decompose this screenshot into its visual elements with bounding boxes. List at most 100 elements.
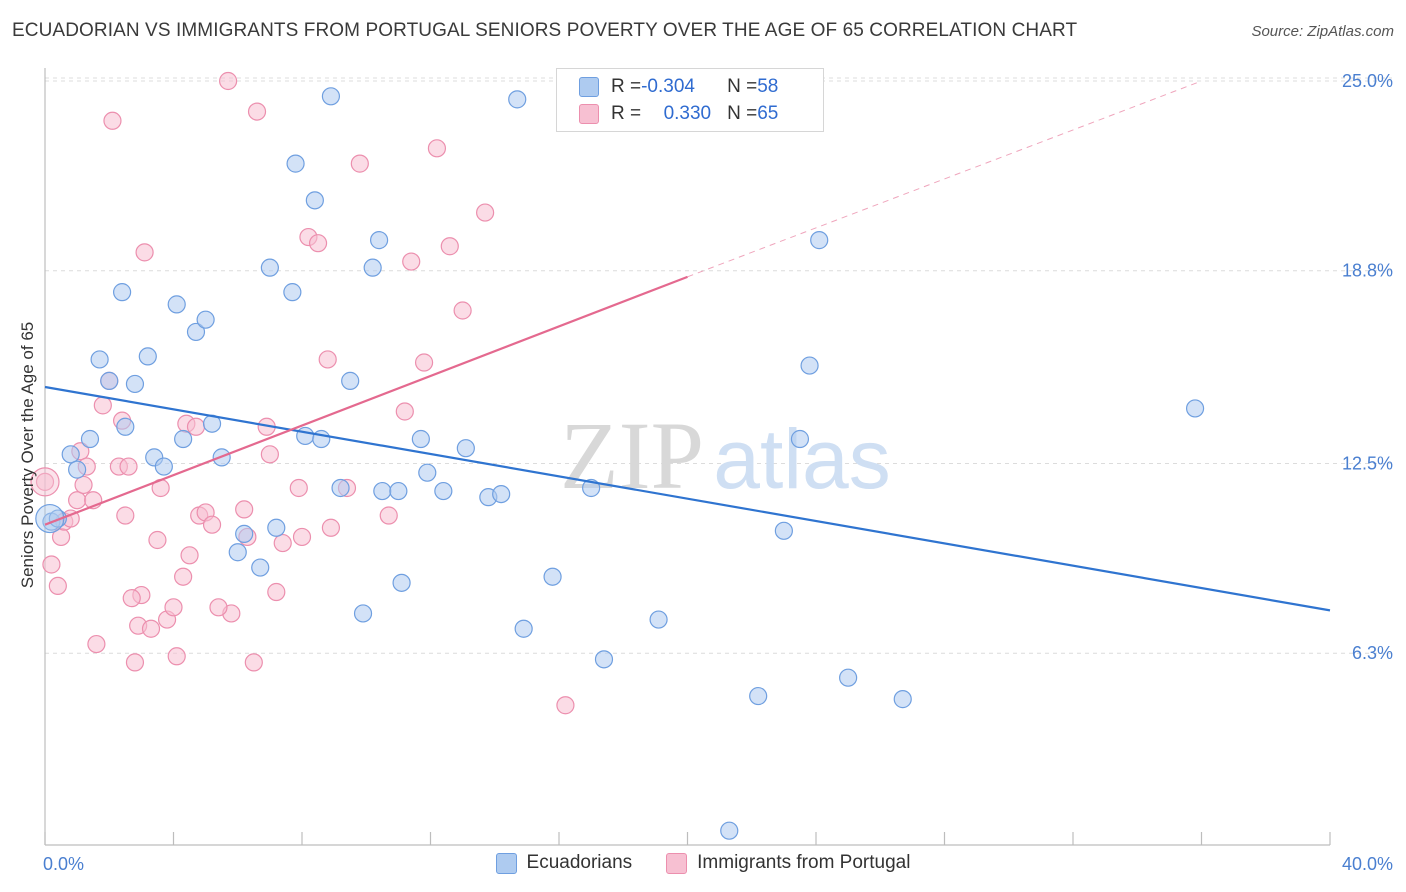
- data-point-portugal: [125, 653, 145, 672]
- data-point-portugal: [174, 567, 193, 586]
- data-point-portugal: [402, 252, 421, 271]
- tick-labels: 6.3% 12.5% 18.8% 25.0% 0.0% 40.0%: [43, 71, 1393, 874]
- legend-swatch-blue: [579, 77, 599, 97]
- data-point-portugal: [247, 102, 267, 121]
- data-point-ecuadorian: [363, 258, 382, 277]
- data-point-portugal: [135, 243, 154, 262]
- data-point-ecuadorian: [267, 518, 286, 537]
- data-point-portugal: [42, 555, 61, 574]
- data-point-ecuadorian: [800, 356, 819, 375]
- data-point-ecuadorian: [389, 481, 408, 501]
- data-point-ecuadorian: [167, 295, 186, 314]
- legend-r-value: 0.330: [663, 103, 712, 124]
- legend-swatch-pink: [579, 104, 599, 124]
- data-point-ecuadorian: [80, 429, 100, 449]
- data-point-cluster: [30, 467, 60, 497]
- data-point-ecuadorian: [434, 481, 453, 501]
- x-tick-label: 40.0%: [1342, 854, 1393, 874]
- data-point-portugal: [164, 598, 183, 617]
- legend-r-label: R =: [611, 76, 642, 97]
- data-point-ecuadorian: [810, 231, 829, 250]
- data-point-ecuadorian: [154, 457, 173, 476]
- x-tick-label: 0.0%: [43, 854, 84, 874]
- data-point-portugal: [556, 696, 575, 715]
- data-point-ecuadorian: [392, 573, 411, 592]
- trendline-portugal-extension: [687, 80, 1202, 278]
- legend-item-portugal[interactable]: Immigrants from Portugal: [666, 852, 910, 874]
- data-point-ecuadorian: [61, 445, 80, 464]
- data-point-ecuadorian: [508, 90, 527, 109]
- legend-row-portugal: R = 0.330 N = 65: [579, 102, 778, 126]
- data-point-ecuadorian: [331, 478, 350, 498]
- correlation-legend: R = -0.304 N = 58 R = 0.330 N = 65: [556, 68, 824, 132]
- data-point-ecuadorian: [321, 87, 341, 106]
- axes: [44, 68, 1331, 846]
- data-point-ecuadorian: [125, 374, 145, 394]
- data-point-ecuadorian: [456, 439, 475, 458]
- data-point-ecuadorian: [305, 191, 324, 210]
- data-point-portugal: [180, 546, 199, 565]
- data-point-ecuadorian: [543, 567, 562, 586]
- data-point-portugal: [318, 350, 337, 369]
- data-point-portugal: [292, 527, 312, 547]
- data-point-ecuadorian: [893, 690, 912, 709]
- data-point-portugal: [116, 506, 135, 525]
- legend-r-value: -0.304: [641, 76, 695, 97]
- data-point-ecuadorian: [116, 417, 135, 436]
- data-point-ecuadorian: [186, 322, 206, 342]
- data-point-ecuadorian: [228, 543, 247, 562]
- data-point-portugal: [379, 506, 398, 525]
- data-point-ecuadorian: [260, 258, 279, 277]
- data-point-portugal: [289, 478, 308, 498]
- data-point-portugal: [219, 71, 238, 91]
- data-point-portugal: [267, 582, 286, 602]
- data-point-ecuadorian: [514, 619, 533, 638]
- data-point-ecuadorian: [594, 650, 614, 669]
- data-point-ecuadorian: [235, 524, 254, 543]
- data-point-portugal: [440, 237, 459, 256]
- data-point-portugal: [68, 491, 87, 510]
- y-tick-label: 6.3%: [1352, 643, 1393, 663]
- trendlines: [44, 80, 1331, 612]
- chart-title: ECUADORIAN VS IMMIGRANTS FROM PORTUGAL S…: [12, 20, 1078, 41]
- data-point-portugal: [476, 203, 495, 222]
- data-point-ecuadorian: [174, 429, 193, 449]
- data-point-ecuadorian: [1185, 399, 1205, 418]
- data-point-portugal: [321, 518, 341, 537]
- data-point-ecuadorian: [749, 686, 768, 706]
- legend-swatch-portugal: [666, 852, 688, 874]
- data-point-portugal: [273, 533, 292, 553]
- watermark-zip: ZIP: [560, 402, 704, 509]
- data-point-portugal: [260, 445, 279, 464]
- watermark-atlas: atlas: [713, 412, 890, 506]
- data-point-ecuadorian: [839, 668, 858, 687]
- data-point-portugal: [202, 515, 222, 534]
- legend-row-ecuadorians: R = -0.304 N = 58: [579, 75, 778, 99]
- legend-label-ecuadorians: Ecuadorians: [526, 852, 633, 873]
- data-point-ecuadorian: [296, 426, 315, 446]
- data-point-ecuadorian: [353, 604, 373, 623]
- data-point-portugal: [414, 353, 434, 372]
- legend-label-portugal: Immigrants from Portugal: [697, 852, 911, 873]
- trendline-portugal: [44, 275, 688, 526]
- y-tick-label: 18.8%: [1342, 261, 1393, 281]
- data-point-portugal: [48, 576, 67, 596]
- y-tick-label: 12.5%: [1342, 454, 1393, 474]
- gridlines: [45, 77, 1392, 654]
- data-point-portugal: [167, 647, 186, 666]
- legend-n-value: 65: [757, 103, 779, 124]
- legend-item-ecuadorians[interactable]: Ecuadorians: [495, 852, 633, 874]
- watermark: ZIP atlas: [560, 402, 891, 509]
- legend-swatch-ecuadorians: [495, 852, 517, 874]
- data-point-ecuadorian: [341, 371, 360, 390]
- data-point-portugal: [209, 598, 228, 617]
- data-point-ecuadorian: [418, 463, 437, 482]
- legend-r-label: R =: [611, 103, 642, 124]
- data-point-portugal: [35, 472, 55, 491]
- data-point-portugal: [141, 619, 161, 638]
- data-point-ecuadorian: [196, 310, 215, 329]
- legend-n-label: N =: [727, 76, 758, 97]
- y-tick-label: 25.0%: [1342, 71, 1393, 91]
- y-axis-label: Seniors Poverty Over the Age of 65: [18, 321, 37, 589]
- data-point-ecuadorian: [720, 821, 739, 840]
